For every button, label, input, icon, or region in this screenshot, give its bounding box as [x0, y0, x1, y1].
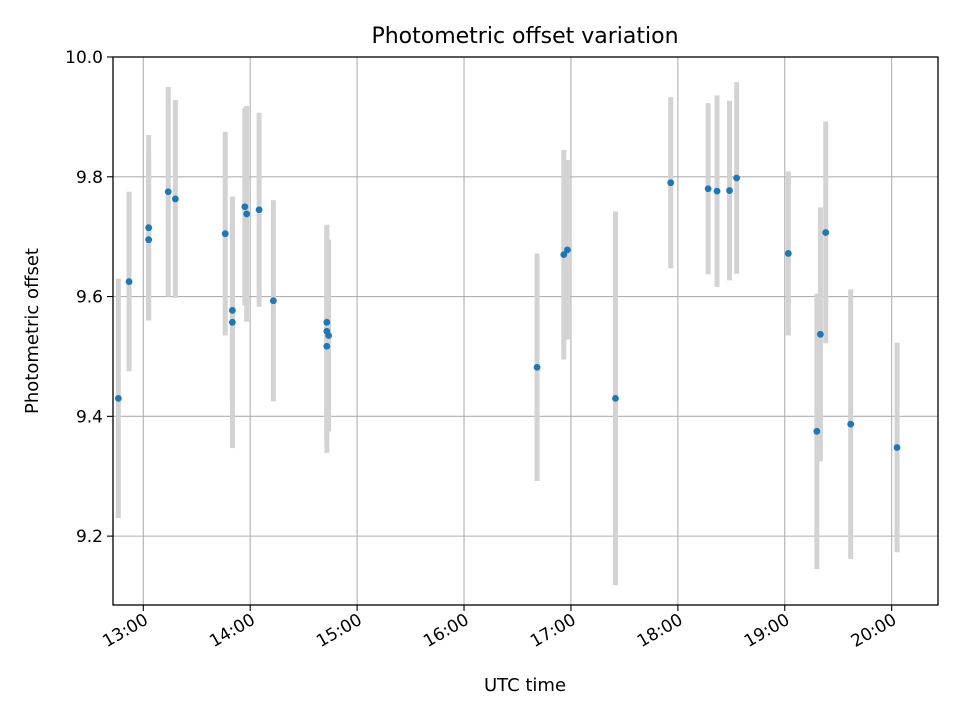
data-point: [241, 203, 249, 211]
data-point: [733, 174, 741, 182]
data-point: [667, 179, 675, 187]
data-point: [784, 250, 792, 257]
data-point: [704, 185, 712, 193]
data-point: [114, 394, 122, 402]
data-point: [893, 444, 901, 451]
data-point: [221, 230, 229, 238]
data-point: [269, 297, 277, 305]
y-tick-label: 9.2: [76, 527, 103, 547]
data-point: [125, 278, 133, 285]
data-point: [822, 229, 830, 236]
y-tick-label: 9.6: [76, 288, 103, 308]
data-points: [114, 174, 901, 451]
data-point: [612, 394, 619, 402]
y-tick-label: 9.4: [76, 407, 103, 427]
x-tick-label: 19:00: [741, 610, 793, 652]
data-point: [145, 236, 153, 244]
data-point: [171, 195, 179, 203]
y-axis-label: Photometric offset: [22, 248, 43, 414]
data-point: [563, 246, 571, 254]
data-point: [164, 188, 172, 196]
error-bars: [115, 82, 900, 586]
data-point: [713, 187, 721, 195]
data-point: [323, 318, 331, 326]
x-tick-label: 15:00: [313, 610, 365, 652]
data-point: [145, 224, 153, 232]
x-tick-label: 17:00: [527, 610, 579, 652]
y-tick-label: 9.8: [76, 168, 103, 188]
chart-title: Photometric offset variation: [371, 24, 678, 49]
data-point: [228, 306, 236, 314]
data-point: [847, 420, 855, 428]
y-tick-label: 10.0: [65, 48, 103, 68]
data-point: [323, 342, 331, 350]
data-point: [243, 210, 251, 218]
data-point: [255, 206, 263, 214]
data-point: [813, 427, 821, 435]
grid-lines: [113, 56, 938, 605]
data-point: [325, 332, 333, 339]
plot-frame: [112, 56, 939, 606]
data-point: [533, 363, 541, 371]
axis-ticks: 13:00 14:00 15:00 16:00 17:00 18:00 19:00 20:00…: [65, 48, 900, 652]
data-point: [228, 318, 236, 326]
x-tick-label: 20:00: [848, 610, 900, 652]
x-tick-label: 14:00: [206, 610, 258, 652]
x-tick-label: 13:00: [99, 610, 151, 652]
data-point: [726, 187, 733, 194]
data-point: [560, 251, 568, 259]
x-tick-label: 16:00: [420, 610, 472, 652]
data-point: [816, 330, 824, 338]
x-tick-label: 18:00: [634, 610, 686, 652]
x-axis-label: UTC time: [484, 675, 566, 696]
